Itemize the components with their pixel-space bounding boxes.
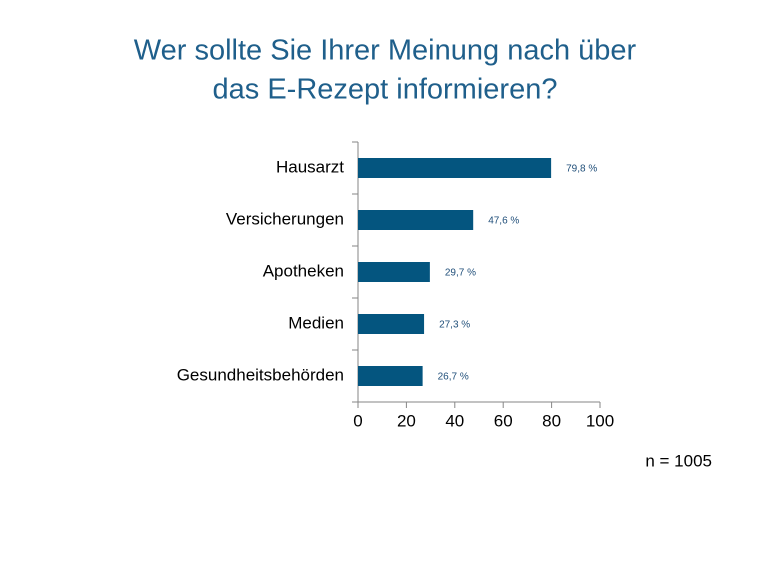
x-tick-label: 20 [397, 411, 416, 430]
bar [358, 314, 425, 334]
y-tick-label: Versicherungen [226, 209, 344, 228]
x-tick-label: 40 [445, 411, 464, 430]
y-tick-label: Hausarzt [276, 157, 344, 176]
value-label: 79,8 % [566, 164, 597, 175]
bar [358, 262, 430, 282]
y-tick-label: Apotheken [263, 261, 344, 280]
bar [358, 366, 423, 386]
value-label: 29,7 % [445, 268, 476, 279]
bar [358, 158, 552, 178]
value-label: 26,7 % [438, 372, 469, 383]
x-tick-label: 0 [353, 411, 362, 430]
x-tick-label: 60 [494, 411, 513, 430]
x-tick-label: 80 [542, 411, 561, 430]
annotation: n = 1005 [645, 451, 712, 470]
chart-title: Wer sollte Sie Ihrer Meinung nach über [134, 35, 637, 67]
value-label: 47,6 % [488, 216, 519, 227]
value-label: 27,3 % [439, 320, 470, 331]
bar [358, 210, 474, 230]
x-tick-label: 100 [586, 411, 614, 430]
chart-title: das E-Rezept informieren? [213, 74, 558, 106]
y-tick-label: Medien [288, 313, 344, 332]
y-tick-label: Gesundheitsbehörden [177, 365, 344, 384]
